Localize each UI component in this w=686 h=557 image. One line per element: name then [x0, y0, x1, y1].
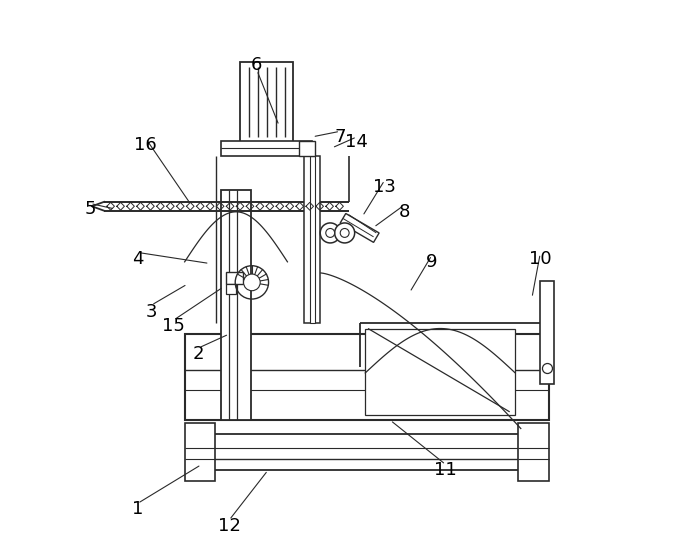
Bar	[298, 141, 316, 157]
Circle shape	[320, 223, 340, 243]
Bar	[240, 62, 293, 143]
Text: 11: 11	[434, 461, 457, 479]
Text: 14: 14	[346, 133, 368, 152]
Circle shape	[340, 228, 349, 237]
Bar	[226, 272, 243, 284]
Circle shape	[335, 223, 355, 243]
Circle shape	[326, 228, 335, 237]
Text: 12: 12	[217, 517, 241, 535]
Text: 7: 7	[335, 128, 346, 146]
Text: 3: 3	[145, 303, 157, 321]
Bar	[185, 334, 549, 420]
Text: 13: 13	[373, 178, 396, 196]
Text: 9: 9	[426, 253, 438, 271]
Text: 15: 15	[162, 317, 185, 335]
Text: 4: 4	[132, 250, 143, 268]
Bar	[221, 141, 312, 157]
Text: 10: 10	[529, 250, 552, 268]
Text: 1: 1	[132, 500, 143, 518]
Circle shape	[543, 364, 552, 374]
Text: 2: 2	[193, 345, 204, 363]
Bar	[541, 281, 554, 384]
Bar	[365, 329, 515, 414]
Bar	[309, 157, 316, 323]
Bar	[185, 423, 215, 481]
Text: 5: 5	[84, 200, 96, 218]
Bar	[213, 434, 521, 470]
Circle shape	[244, 274, 260, 291]
Polygon shape	[340, 213, 379, 242]
Text: 8: 8	[399, 203, 410, 221]
Bar	[226, 284, 236, 294]
Bar	[221, 189, 251, 420]
Bar	[304, 157, 320, 323]
Text: 16: 16	[134, 136, 157, 154]
Text: 6: 6	[251, 56, 263, 74]
Bar	[518, 423, 549, 481]
